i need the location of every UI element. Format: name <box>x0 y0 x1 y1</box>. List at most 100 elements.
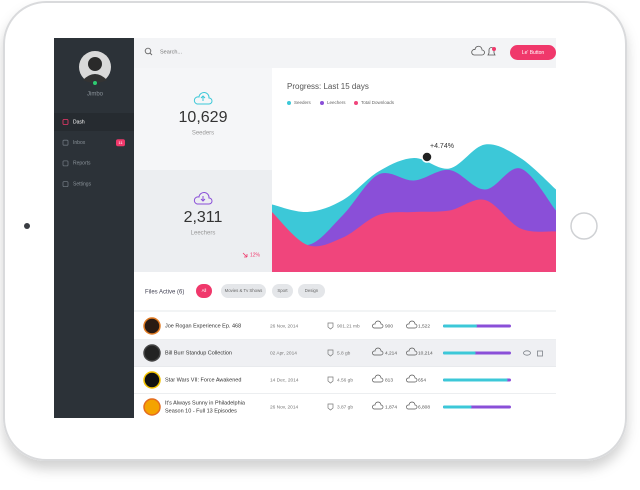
menu-item: Reports <box>73 161 91 167</box>
search-icon <box>144 47 152 55</box>
file-title: Season 10 - Full 13 Episodes <box>165 408 237 414</box>
avatar-body <box>83 74 107 83</box>
upload-icon <box>193 91 213 105</box>
cloud-icon[interactable] <box>471 45 485 56</box>
stat-value: 10,629 <box>179 109 228 126</box>
filter-chip[interactable] <box>221 284 266 298</box>
thumbnail <box>143 371 161 389</box>
user-name: Jimbo <box>87 92 104 98</box>
topbar <box>134 38 556 68</box>
upload-icon <box>372 401 384 410</box>
menu-item: Inbox <box>73 140 86 146</box>
files-title: Files Active (6) <box>145 290 184 296</box>
thumbnail <box>143 398 161 416</box>
file-date: 26 Nov, 2014 <box>270 404 299 410</box>
chart-annotation: +4.74% <box>430 143 454 150</box>
badge <box>116 139 125 147</box>
upload-icon <box>372 347 384 356</box>
file-date: 14 Dec, 2014 <box>270 377 299 383</box>
file-title: Star Wars VII: Force Awakened <box>165 377 241 383</box>
size-icon <box>327 403 334 411</box>
home-button[interactable] <box>570 212 598 240</box>
plot-area <box>272 144 556 272</box>
area-series <box>272 199 556 272</box>
camera <box>24 223 30 229</box>
notification-dot <box>492 47 496 51</box>
primary-button[interactable] <box>510 45 556 60</box>
download-icon <box>193 191 213 205</box>
progress-bar <box>443 324 477 328</box>
size-icon <box>327 376 334 384</box>
stat-value: 2,311 <box>184 209 223 226</box>
file-downloads: 6,808 <box>418 404 430 410</box>
view-icon[interactable] <box>523 350 531 356</box>
file-title: Bill Burr Standup Collection <box>165 350 232 356</box>
upload-icon <box>372 320 384 329</box>
filter-chip[interactable] <box>196 284 212 298</box>
row-actions <box>523 350 543 357</box>
file-uploads: 900 <box>385 323 393 329</box>
download-icon <box>406 347 418 356</box>
menu-icon <box>62 160 69 167</box>
download-icon <box>406 401 418 410</box>
active-menu-bg <box>54 113 134 131</box>
sidebar <box>54 38 134 418</box>
bell-icon[interactable] <box>487 47 496 56</box>
thumbnail <box>143 344 161 362</box>
stat-label: Seeders <box>192 131 214 137</box>
file-size: 5.8 gb <box>337 350 351 356</box>
file-size: 4.56 gb <box>337 377 353 383</box>
menu-item: Settings <box>73 181 92 187</box>
stat-label: Leechers <box>191 231 216 237</box>
badge-count: 11 <box>118 140 123 145</box>
file-downloads: 10,214 <box>418 350 433 356</box>
legend-label: Seeders <box>294 100 312 105</box>
filter-label: All <box>202 288 207 293</box>
file-title: Joe Rogan Experience Ep. 468 <box>165 323 241 329</box>
menu-item: Dash <box>73 119 85 125</box>
filter-chip[interactable] <box>298 284 325 298</box>
stat-panel <box>134 68 272 170</box>
download-icon <box>406 320 418 329</box>
online-dot <box>92 80 98 86</box>
size-icon <box>327 322 334 330</box>
delete-icon[interactable] <box>537 350 543 357</box>
menu-icon <box>62 139 69 146</box>
thumbnail <box>143 317 161 335</box>
progress-bar <box>443 405 472 409</box>
legend-label: Total Downloads <box>361 100 395 105</box>
progress-bar <box>443 378 508 382</box>
file-date: 02 Apr, 2014 <box>270 350 297 356</box>
file-uploads: 4,214 <box>385 350 397 356</box>
file-downloads: 1,522 <box>418 323 430 329</box>
filter-label: Design <box>305 288 319 293</box>
file-uploads: 813 <box>385 377 393 383</box>
legend-swatch <box>320 101 324 105</box>
file-uploads: 1,874 <box>385 404 397 410</box>
filter-label: Movies & Tv Shows <box>225 288 263 293</box>
size-icon <box>327 349 334 357</box>
file-downloads: 654 <box>418 377 426 383</box>
file-date: 26 Nov, 2014 <box>270 323 299 329</box>
avatar-head <box>88 57 102 71</box>
file-title: It's Always Sunny in Philadelphia <box>165 400 246 406</box>
upload-icon <box>372 374 384 383</box>
down-arrow <box>242 252 248 258</box>
filter-label: Sport <box>277 288 288 293</box>
annotation-dot <box>421 151 433 163</box>
stat-change: 12% <box>250 252 261 258</box>
download-icon <box>406 374 418 383</box>
legend-swatch <box>354 101 358 105</box>
search-placeholder: Search... <box>160 49 182 55</box>
menu-icon <box>62 119 69 125</box>
button-label: Le' Button <box>522 50 545 56</box>
file-size: 901.21 mb <box>337 323 360 329</box>
menu-icon <box>62 181 69 188</box>
chart-title: Progress: Last 15 days <box>287 82 369 91</box>
stat-panel <box>134 170 272 272</box>
search-icon <box>149 52 153 56</box>
filter-chip[interactable] <box>272 284 293 298</box>
progress-bar <box>443 351 476 355</box>
legend-swatch <box>287 101 291 105</box>
